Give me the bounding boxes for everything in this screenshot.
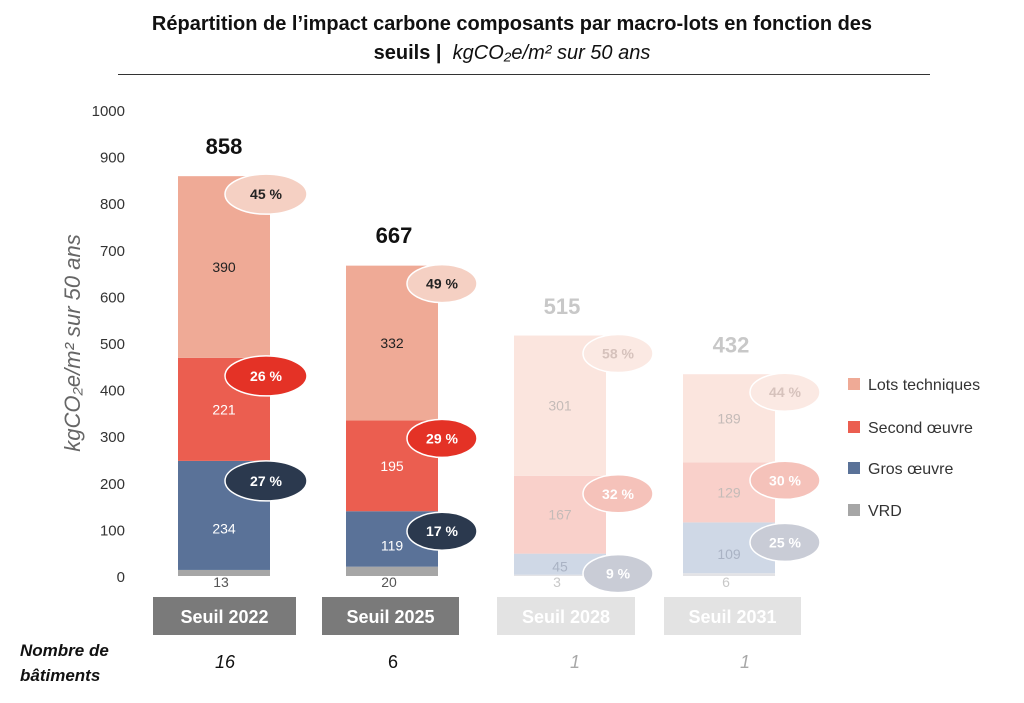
percent-pill — [406, 418, 478, 459]
bar-value-label: 332 — [380, 335, 404, 351]
bar-value-label: 6 — [722, 574, 730, 590]
y-tick-label: 700 — [100, 243, 125, 260]
legend-swatch — [848, 462, 860, 474]
subtitle-seuils: seuils | — [373, 42, 442, 64]
percent-label: 27 % — [250, 473, 282, 489]
percent-label: 49 % — [426, 276, 458, 292]
bar-value-label: 167 — [548, 507, 572, 523]
percent-pill — [749, 372, 821, 412]
y-tick-label: 100 — [100, 522, 125, 539]
bar-total-label: 515 — [544, 294, 581, 319]
category-box — [497, 597, 635, 635]
chart-subtitle: seuils | kgCO₂e/m² sur 50 ans — [0, 39, 1024, 67]
legend-label: Lots techniques — [868, 377, 980, 394]
legend-swatch — [848, 378, 860, 390]
percent-pill — [582, 474, 654, 514]
category-label: Seuil 2031 — [688, 607, 776, 627]
category-label: Seuil 2025 — [346, 607, 434, 627]
legend-swatch — [848, 504, 860, 516]
percent-pill — [224, 173, 308, 215]
percent-label: 58 % — [602, 346, 634, 362]
bar-value-label: 129 — [717, 484, 741, 500]
percent-label: 44 % — [769, 384, 801, 400]
percent-label: 30 % — [769, 472, 801, 488]
bar-value-label: 234 — [212, 521, 236, 537]
legend-label: Second œuvre — [868, 420, 973, 437]
legend-label: VRD — [868, 503, 902, 520]
percent-label: 29 % — [426, 430, 458, 446]
building-count: 16 — [215, 652, 236, 672]
buildings-label-line1: Nombre de — [20, 641, 109, 660]
percent-label: 26 % — [250, 368, 282, 384]
percent-pill — [582, 553, 654, 594]
percent-pill — [749, 522, 821, 563]
bar-segment — [346, 566, 438, 576]
percent-pill — [406, 263, 478, 304]
percent-pill — [406, 511, 478, 551]
bar-value-label: 119 — [381, 538, 404, 554]
y-tick-label: 1000 — [92, 103, 125, 120]
y-tick-label: 400 — [100, 383, 125, 400]
bar-value-label: 189 — [717, 410, 741, 426]
legend-swatch — [848, 421, 860, 433]
bar-segment — [178, 569, 270, 576]
bar-total-label: 432 — [713, 333, 750, 358]
category-box — [322, 597, 459, 635]
bar-total-label: 858 — [206, 134, 243, 159]
bar-segment — [683, 573, 775, 576]
bar-value-label: 221 — [212, 401, 236, 417]
percent-label: 9 % — [606, 566, 631, 582]
buildings-label-line2: bâtiments — [20, 666, 101, 685]
legend-label: Gros œuvre — [868, 461, 953, 478]
bar-value-label: 3 — [553, 574, 561, 590]
percent-label: 45 % — [250, 186, 282, 202]
category-label: Seuil 2022 — [180, 607, 268, 627]
bar-segment — [514, 574, 606, 576]
building-count: 1 — [740, 652, 750, 672]
category-box — [153, 597, 296, 635]
category-box — [664, 597, 801, 635]
y-tick-label: 500 — [100, 336, 125, 353]
y-tick-label: 900 — [100, 150, 125, 167]
bar-total-label: 667 — [376, 223, 413, 248]
building-count: 1 — [570, 652, 580, 672]
bar-value-label: 20 — [381, 574, 397, 590]
percent-label: 25 % — [769, 534, 801, 550]
percent-pill — [582, 333, 654, 374]
bar-value-label: 301 — [548, 398, 572, 414]
bar-value-label: 390 — [212, 259, 236, 275]
percent-pill — [224, 460, 308, 502]
y-tick-label: 300 — [100, 429, 125, 446]
chart-title: Répartition de l’impact carbone composan… — [151, 13, 873, 35]
building-count: 6 — [388, 652, 398, 672]
percent-label: 32 % — [602, 486, 634, 502]
y-axis-label: kgCO₂e/m² sur 50 ans — [60, 234, 85, 451]
y-tick-label: 600 — [100, 289, 125, 306]
bar-value-label: 195 — [380, 458, 404, 474]
category-label: Seuil 2028 — [522, 607, 610, 627]
y-tick-label: 800 — [100, 196, 125, 213]
percent-pill — [224, 355, 308, 397]
percent-pill — [749, 460, 821, 501]
y-tick-label: 200 — [100, 476, 125, 493]
bar-value-label: 13 — [213, 574, 229, 590]
subtitle-units: kgCO₂e/m² sur 50 ans — [452, 42, 651, 64]
bar-segment — [514, 553, 606, 575]
bar-value-label: 45 — [552, 559, 568, 575]
bar-value-label: 109 — [717, 546, 741, 562]
percent-label: 17 % — [426, 523, 458, 539]
y-tick-label: 0 — [117, 569, 125, 586]
title-rule — [118, 74, 930, 75]
